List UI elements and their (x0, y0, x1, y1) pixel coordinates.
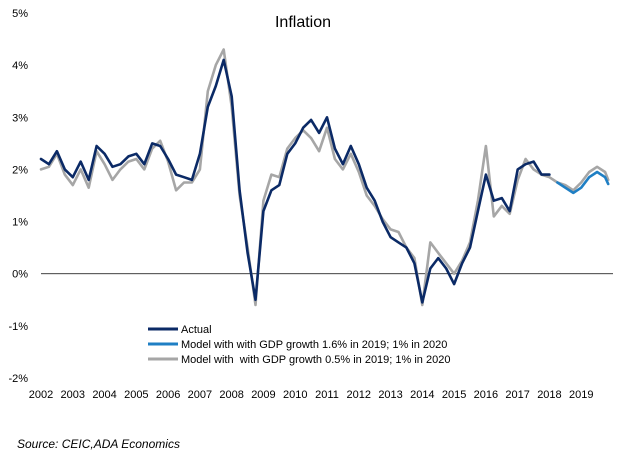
x-tick-label: 2002 (29, 389, 53, 401)
y-tick-label: -2% (8, 373, 28, 385)
x-tick-label: 2011 (315, 389, 339, 401)
legend: Actual Model with with GDP growth 1.6% in… (148, 324, 450, 366)
x-tick-label: 2019 (569, 389, 593, 401)
actual-line (39, 58, 551, 304)
y-tick-label: 5% (12, 8, 28, 20)
x-tick-label: 2006 (156, 389, 180, 401)
source-note: Source: CEIC,ADA Economics (17, 437, 180, 451)
chart-title: Inflation (275, 14, 331, 31)
y-tick-label: 2% (12, 164, 28, 176)
x-tick-label: 2010 (283, 389, 307, 401)
y-tick-label: -1% (8, 321, 28, 333)
y-tick-label: 4% (12, 60, 28, 72)
x-tick-label: 2013 (378, 389, 402, 401)
y-tick-label: 0% (12, 269, 28, 281)
x-tick-label: 2004 (92, 389, 116, 401)
x-tick-label: 2017 (505, 389, 529, 401)
legend-label: Actual (181, 324, 212, 336)
legend-label: Model with with GDP growth 0.5% in 2019;… (181, 354, 450, 366)
x-tick-label: 2003 (61, 389, 85, 401)
model-0-5-line (39, 48, 610, 307)
x-tick-label: 2005 (124, 389, 148, 401)
x-axis-ticks: 2002 2003 2004 2005 2006 2007 2008 2009 2010 2011… (29, 389, 594, 401)
x-tick-label: 2015 (442, 389, 466, 401)
x-tick-label: 2007 (188, 389, 212, 401)
x-tick-label: 2012 (347, 389, 371, 401)
x-tick-label: 2009 (251, 389, 275, 401)
x-tick-label: 2014 (410, 389, 434, 401)
legend-label: Model with with GDP growth 1.6% in 2019;… (181, 339, 447, 351)
x-tick-label: 2018 (537, 389, 561, 401)
y-tick-label: 1% (12, 217, 28, 229)
y-axis-ticks: -2% -1% 0% 1% 2% 3% 4% 5% (8, 8, 28, 385)
x-tick-label: 2008 (219, 389, 243, 401)
model-1-6-line (556, 170, 610, 195)
series-group (39, 48, 610, 307)
x-tick-label: 2016 (474, 389, 498, 401)
y-tick-label: 3% (12, 112, 28, 124)
